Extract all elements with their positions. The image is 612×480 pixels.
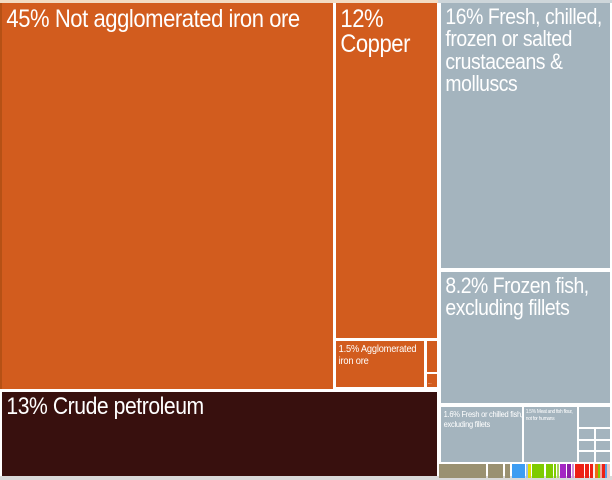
treemap-cell-tiny[interactable] bbox=[554, 464, 556, 478]
treemap-cell-tiny[interactable] bbox=[595, 464, 598, 478]
cell-label-copper: 12% Copper bbox=[340, 5, 411, 58]
treemap-cell-crustaceans-molluscs[interactable]: 16% Fresh, chilled, frozen or salted cru… bbox=[441, 3, 610, 268]
treemap-cell-tiny[interactable] bbox=[590, 464, 593, 478]
treemap-cell-frozen-fish[interactable]: 8.2% Frozen fish, excluding fillets bbox=[441, 272, 610, 403]
treemap-cell-tiny[interactable] bbox=[532, 464, 544, 478]
treemap-cell-tiny[interactable] bbox=[439, 464, 486, 478]
treemap-cell-tiny[interactable] bbox=[602, 464, 605, 478]
treemap-cell-tiny[interactable] bbox=[528, 464, 531, 478]
treemap-cell-tiny[interactable] bbox=[593, 464, 595, 478]
treemap-cell-tiny[interactable] bbox=[512, 464, 525, 478]
cell-label-fresh-chilled-fish: 1.6% Fresh or chilled fish, excluding fi… bbox=[443, 409, 522, 429]
treemap-cell-iron-ore[interactable]: 45% Not agglomerated iron ore bbox=[2, 3, 333, 389]
treemap-cell-tiny[interactable] bbox=[557, 464, 559, 478]
treemap-cell-meat-fish-flour[interactable]: 1.5% Meat and fish flour, not for humans bbox=[524, 407, 577, 462]
treemap-cell-copper[interactable]: 12% Copper bbox=[336, 3, 437, 338]
treemap-cell-small-unlabeled[interactable] bbox=[596, 429, 610, 439]
treemap-cell-small-unlabeled[interactable] bbox=[579, 429, 594, 439]
cell-label-truncated: ... bbox=[427, 380, 432, 386]
treemap-cell-tiny[interactable] bbox=[605, 464, 607, 478]
treemap-cell-small-unlabeled[interactable] bbox=[427, 341, 437, 372]
treemap-cell-tiny[interactable] bbox=[575, 464, 584, 478]
treemap-cell-tiny[interactable] bbox=[607, 464, 610, 478]
frame-line-top-right bbox=[438, 0, 612, 3]
treemap-cell-tiny[interactable] bbox=[572, 464, 574, 478]
treemap-cell-tiny[interactable] bbox=[585, 464, 589, 478]
cell-label-iron-ore: 45% Not agglomerated iron ore bbox=[6, 5, 300, 33]
treemap-cell-tiny[interactable] bbox=[567, 464, 571, 478]
cell-label-crude-petroleum: 13% Crude petroleum bbox=[6, 393, 204, 420]
treemap-cell-tiny[interactable] bbox=[560, 464, 566, 478]
treemap-cell-small-unlabeled[interactable] bbox=[579, 441, 594, 450]
treemap-cell-tiny[interactable] bbox=[598, 464, 600, 478]
treemap-cell-crude-petroleum[interactable]: 13% Crude petroleum bbox=[2, 392, 437, 476]
cell-label-meat-fish-flour: 1.5% Meat and fish flour, not for humans bbox=[525, 409, 573, 422]
treemap-cell-small-unlabeled[interactable] bbox=[596, 441, 610, 450]
cell-label-crustaceans-molluscs: 16% Fresh, chilled, frozen or salted cru… bbox=[445, 4, 602, 97]
treemap-cell-small-unlabeled[interactable] bbox=[579, 407, 610, 427]
frame-line-top-left bbox=[0, 0, 438, 3]
treemap-cell-tiny[interactable] bbox=[488, 464, 503, 478]
frame-line-bottom bbox=[0, 476, 612, 480]
frame-line-left bbox=[0, 3, 2, 389]
treemap-cell-fresh-chilled-fish[interactable]: 1.6% Fresh or chilled fish, excluding fi… bbox=[441, 407, 522, 462]
cell-label-frozen-fish: 8.2% Frozen fish, excluding fillets bbox=[445, 273, 589, 321]
treemap-cell-agglomerated-iron-ore[interactable]: 1.5% Agglomerated iron ore bbox=[336, 341, 424, 387]
treemap-cell-tiny[interactable] bbox=[600, 464, 602, 478]
treemap-cell-small-unlabeled[interactable] bbox=[579, 452, 594, 462]
treemap-cell-tiny[interactable] bbox=[505, 464, 510, 478]
cell-label-agglomerated-iron-ore: 1.5% Agglomerated iron ore bbox=[338, 343, 417, 367]
treemap-cell-tiny[interactable] bbox=[546, 464, 553, 478]
treemap-cell-small-unlabeled[interactable] bbox=[596, 452, 610, 462]
treemap-cell-truncated-label[interactable]: ... bbox=[427, 374, 437, 387]
treemap-cell-tiny[interactable] bbox=[526, 464, 528, 478]
